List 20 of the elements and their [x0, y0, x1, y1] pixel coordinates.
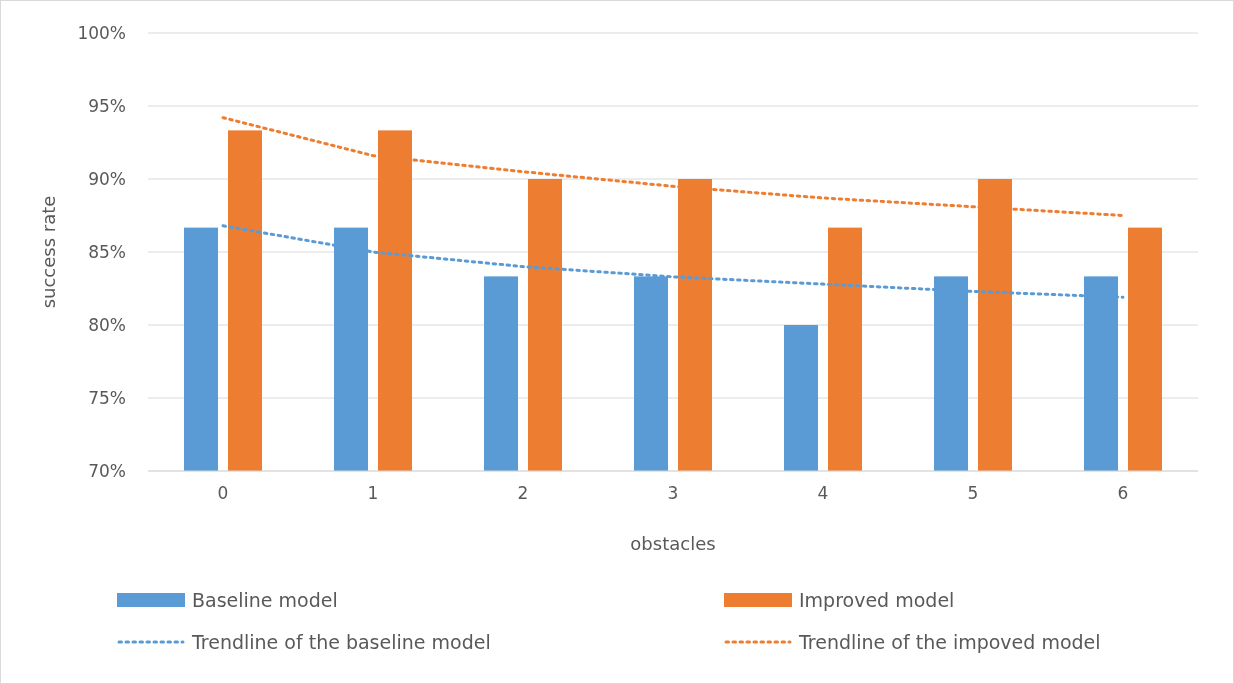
legend-label: Trendline of the impoved model: [798, 630, 1101, 653]
x-tick-label: 0: [217, 483, 229, 503]
x-tick-label: 3: [667, 483, 679, 503]
x-tick-label: 5: [967, 483, 979, 503]
x-tick-label: 6: [1117, 483, 1129, 503]
x-tick-label: 2: [517, 483, 529, 503]
y-axis-title: success rate: [38, 195, 59, 309]
y-tick-label: 100%: [77, 22, 126, 43]
x-tick-label: 4: [817, 483, 829, 503]
legend-label: Trendline of the baseline model: [191, 630, 491, 653]
y-tick-label: 95%: [88, 95, 126, 116]
x-axis-title: obstacles: [630, 533, 716, 554]
y-tick-label: 90%: [88, 168, 126, 189]
legend-label: Improved model: [799, 588, 955, 611]
y-tick-label: 70%: [88, 460, 126, 481]
y-tick-label: 85%: [88, 241, 126, 262]
y-tick-label: 80%: [88, 314, 126, 335]
y-tick-label: 75%: [88, 387, 126, 408]
legend-label: Baseline model: [192, 588, 338, 611]
x-tick-label: 1: [367, 483, 379, 503]
